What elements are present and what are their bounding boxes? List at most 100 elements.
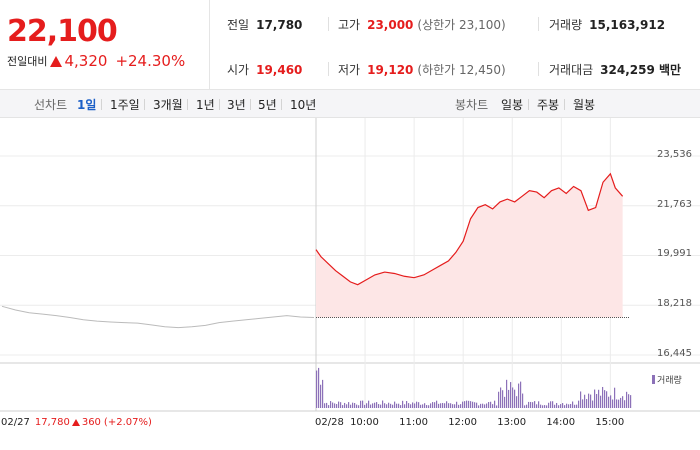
volume-bar	[594, 389, 596, 408]
intraday-chart[interactable]: 23,536 21,763 19,991 18,218 16,445 02/28 10:0…	[0, 118, 700, 450]
volume-bar	[602, 386, 604, 408]
volume-bar	[592, 400, 594, 408]
volume-bar	[500, 387, 502, 408]
volume-legend: 거래량	[652, 373, 682, 386]
volume-bar	[450, 403, 452, 408]
volume-bar	[364, 404, 366, 408]
volume-bar	[522, 393, 524, 408]
volume-bar	[614, 387, 616, 408]
volume-bar	[618, 399, 620, 408]
volume-bar	[356, 404, 358, 408]
volume-bar	[336, 404, 338, 408]
volume-bar	[470, 401, 472, 408]
volume-bar	[330, 401, 332, 408]
chart-canvas	[0, 118, 700, 412]
volume-bar	[474, 402, 476, 408]
volume-bar	[588, 393, 590, 408]
volume-bar	[606, 391, 608, 408]
prev-close-value: 17,780	[256, 17, 303, 32]
volume-bar	[396, 403, 398, 408]
volume-bar	[354, 403, 356, 408]
low-stat: 저가 19,120 (하한가 12,450)	[338, 61, 506, 78]
volume-bar	[414, 403, 416, 408]
volume-bar	[332, 402, 334, 408]
volume-bar	[430, 403, 432, 408]
volume-bar	[604, 390, 606, 408]
volume-bar	[442, 402, 444, 408]
volume-bar	[378, 404, 380, 408]
volume-bar	[478, 405, 480, 408]
volume-bar	[326, 402, 328, 408]
volume-bar	[576, 404, 578, 408]
volume-bar	[502, 390, 504, 408]
volume-bar	[394, 401, 396, 408]
current-price: 22,100	[7, 14, 118, 49]
prev-day-line	[1, 305, 315, 329]
volume-bar	[432, 402, 434, 408]
x-tick-label: 10:00	[350, 417, 379, 428]
y-tick-label: 16,445	[657, 348, 692, 359]
volume-bar	[334, 403, 336, 408]
up-arrow-icon	[50, 55, 63, 67]
prev-close-stat: 전일 17,780	[227, 16, 302, 33]
open-label: 시가	[227, 63, 250, 77]
volume-bar	[574, 404, 576, 408]
volume-bar	[554, 404, 556, 408]
volume-bar	[468, 400, 470, 408]
candle-chart-label: 봉차트	[455, 98, 489, 112]
volume-bar	[538, 401, 540, 408]
volume-bar	[612, 399, 614, 408]
divider	[528, 99, 529, 110]
high-value: 23,000	[367, 17, 414, 32]
volume-bar	[566, 403, 568, 408]
tab-period-1y[interactable]: 1년	[196, 98, 215, 112]
volume-bar	[320, 384, 322, 408]
volume-bar	[452, 404, 454, 408]
divider	[281, 99, 282, 110]
volume-bar	[582, 399, 584, 408]
tab-period-1w[interactable]: 1주일	[110, 98, 140, 112]
tab-candle-daily[interactable]: 일봉	[501, 98, 524, 112]
y-tick-label: 19,991	[657, 248, 692, 260]
volume-bar	[342, 405, 344, 408]
volume-bar	[488, 402, 490, 408]
volume-bar	[388, 402, 390, 408]
volume-bar	[526, 404, 528, 408]
tab-candle-weekly[interactable]: 주봉	[537, 98, 560, 112]
amount-value: 324,259 백만	[600, 63, 682, 77]
volume-bar	[344, 402, 346, 408]
volume-bar	[382, 400, 384, 408]
price-line	[315, 172, 624, 286]
volume-bar	[630, 395, 632, 408]
volume-bar	[490, 401, 492, 408]
volume-bar	[426, 405, 428, 408]
volume-bar	[528, 401, 530, 408]
tab-period-1d[interactable]: 1일	[77, 98, 97, 112]
volume-bar	[350, 404, 352, 408]
tab-candle-monthly[interactable]: 월봉	[573, 98, 596, 112]
volume-bar	[544, 405, 546, 408]
change-percent: +24.30%	[115, 52, 186, 70]
volume-bar	[516, 396, 518, 408]
volume-bar	[610, 395, 612, 408]
x-tick-label: 14:00	[546, 417, 576, 428]
volume-bar	[508, 389, 510, 408]
volume-bar	[590, 394, 592, 408]
volume-bar	[434, 402, 436, 408]
volume-bar	[530, 401, 532, 408]
volume-bar	[358, 405, 360, 408]
volume-bar	[486, 403, 488, 408]
prev-day-date: 02/27	[1, 417, 30, 428]
volume-bar	[484, 404, 486, 408]
volume-bar	[408, 403, 410, 408]
tab-period-5y[interactable]: 5년	[258, 98, 277, 112]
low-label: 저가	[338, 63, 361, 77]
volume-bar	[366, 403, 368, 408]
tab-period-10y[interactable]: 10년	[290, 98, 317, 112]
volume-bar	[436, 400, 438, 408]
tab-period-3m[interactable]: 3개월	[153, 98, 183, 112]
tab-period-3y[interactable]: 3년	[227, 98, 246, 112]
volume-bar	[532, 402, 534, 408]
divider	[328, 62, 329, 76]
volume-bar	[454, 404, 456, 408]
